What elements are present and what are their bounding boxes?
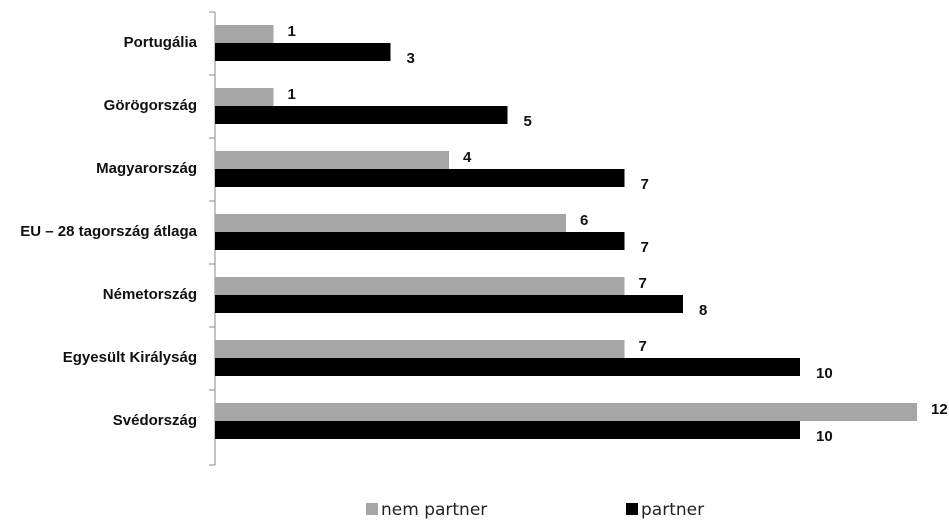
legend-swatch-nem-partner <box>366 503 378 515</box>
legend-label-nem-partner: nem partner <box>381 500 487 520</box>
category-label: Svédország <box>113 412 197 429</box>
bar-partner <box>215 295 683 313</box>
legend: nem partner partner <box>366 500 704 520</box>
value-label: 7 <box>641 239 649 256</box>
category-axis <box>209 11 216 466</box>
value-label: 7 <box>639 275 647 292</box>
bar-nem-partner <box>215 277 625 295</box>
value-label: 3 <box>407 50 415 67</box>
bar-partner <box>215 169 625 187</box>
value-label: 7 <box>639 338 647 355</box>
category-label: Németország <box>103 286 197 303</box>
bar-nem-partner <box>215 88 274 106</box>
bar-partner <box>215 43 391 61</box>
value-label: 12 <box>931 401 948 418</box>
category-label: Görögország <box>104 97 197 114</box>
category-label: EU – 28 tagország átlaga <box>20 223 197 240</box>
category-label: Magyarország <box>96 160 197 177</box>
legend-label-partner: partner <box>641 500 704 520</box>
labels: Portugália 1 3 Görögország 1 5 Magyarország 4 7 E… <box>20 23 947 445</box>
bar-nem-partner <box>215 403 917 421</box>
value-label: 5 <box>524 113 532 130</box>
value-label: 1 <box>288 86 296 103</box>
bar-nem-partner <box>215 25 274 43</box>
bar-partner <box>215 106 508 124</box>
bar-partner <box>215 358 800 376</box>
value-label: 6 <box>580 212 588 229</box>
bar-partner <box>215 421 800 439</box>
legend-swatch-partner <box>626 503 638 515</box>
category-label: Portugália <box>124 34 198 51</box>
bar-nem-partner <box>215 151 449 169</box>
value-label: 4 <box>463 149 472 166</box>
bar-nem-partner <box>215 340 625 358</box>
value-label: 7 <box>641 176 649 193</box>
bar-nem-partner <box>215 214 566 232</box>
value-label: 1 <box>288 23 296 40</box>
bar-partner <box>215 232 625 250</box>
bars <box>215 25 917 439</box>
value-label: 8 <box>699 302 707 319</box>
value-label: 10 <box>816 365 833 382</box>
value-label: 10 <box>816 428 833 445</box>
category-label: Egyesült Királyság <box>63 349 197 366</box>
